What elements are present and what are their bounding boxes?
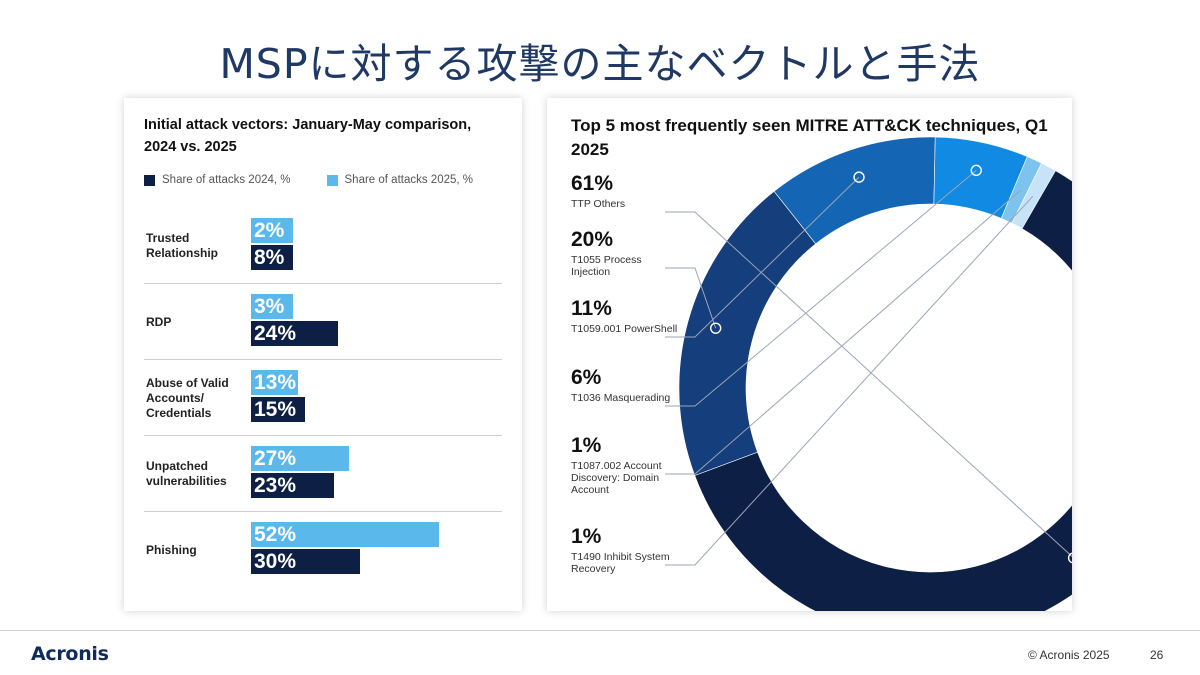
category-label: Abuse of Valid Accounts/ Credentials [146,375,229,420]
slice-description: T1055 Process Injection [571,254,642,278]
slice-label: 1% T1087.002 Account Discovery: Domain Ac… [571,434,681,496]
row-divider [144,283,502,284]
slice-percent: 6% [571,366,602,389]
bar-row: Unpatched vulnerabilities 27% 23% [144,436,502,512]
slice-label: 61% TTP Others [571,172,681,210]
row-divider [144,359,502,360]
donut-chart [665,136,1072,611]
legend-label-2025: Share of attacks 2025, % [344,174,474,186]
bar-2025: 13% [251,370,299,395]
slice-description: T1490 Inhibit System Recovery [571,551,670,575]
bar-2024: 23% [251,473,335,498]
donut-slice [694,170,1072,611]
bar-chart-card: Initial attack vectors: January-May comp… [124,98,522,611]
bar-row: Abuse of Valid Accounts/ Credentials 13% 1… [144,360,502,436]
leader-marker [853,171,865,183]
category-label: Trusted Relationship [146,231,219,260]
bar-2025: 3% [251,294,293,319]
leader-line [665,211,1072,558]
bar-2025: 52% [251,522,440,547]
legend-swatch-2025 [326,174,338,186]
legend-label-2024: Share of attacks 2024, % [162,174,291,186]
slice-percent: 1% [571,434,602,457]
bar-2024: 30% [251,549,360,574]
acronis-logo: Acronis [31,643,109,665]
bar-chart-title: Initial attack vectors: January-May comp… [144,117,472,155]
slice-description: T1059.001 PowerShell [571,323,678,335]
leader-line [665,195,1034,566]
legend-swatch-2024 [144,174,155,186]
slice-percent: 11% [571,297,612,320]
donut-slice [678,190,817,476]
bar-2024: 8% [251,245,293,270]
category-label: RDP [146,314,172,329]
footer-divider [0,630,1200,631]
slice-label: 6% T1036 Masquerading [571,366,681,404]
bar-2025: 2% [251,218,293,243]
category-label: Phishing [146,542,197,557]
donut-chart-title: Top 5 most frequently seen MITRE ATT&CK … [571,116,1048,159]
bar-2025: 27% [251,446,349,471]
slice-percent: 61% [571,172,614,195]
leader-marker [970,164,982,177]
page-number: 26 [1150,648,1164,662]
leader-line [665,169,977,407]
copyright: © Acronis 2025 [1028,648,1110,662]
bar-2024: 15% [251,397,306,422]
leader-marker [709,322,722,334]
category-label: Unpatched vulnerabilities [146,459,227,488]
donut-slice [1011,162,1056,230]
bar-row: RDP 3% 24% [144,284,502,360]
slice-description: TTP Others [571,198,626,210]
bar-row: Trusted Relationship 2% 8% [144,208,502,284]
slice-percent: 20% [571,228,614,251]
slice-description: T1036 Masquerading [571,392,671,404]
slice-label: 20% T1055 Process Injection [571,228,681,278]
leader-line [665,176,860,338]
slice-label: 11% T1059.001 PowerShell [571,297,681,335]
leader-marker [1067,552,1072,564]
leader-line [665,267,717,329]
row-divider [144,511,502,512]
bar-row: Phishing 52% 30% [144,512,502,588]
row-divider [144,435,502,436]
bar-2024: 24% [251,321,338,346]
bar-chart-legend: Share of attacks 2024, % Share of attack… [144,174,509,186]
slice-percent: 1% [571,525,602,548]
slice-description: T1087.002 Account Discovery: Domain Acco… [571,460,662,496]
slice-label: 1% T1490 Inhibit System Recovery [571,525,681,575]
slide-title: MSPに対する攻撃の主なベクトルと手法 [219,40,981,88]
leader-line [665,189,1021,475]
donut-chart-card: Top 5 most frequently seen MITRE ATT&CK … [547,98,1072,611]
